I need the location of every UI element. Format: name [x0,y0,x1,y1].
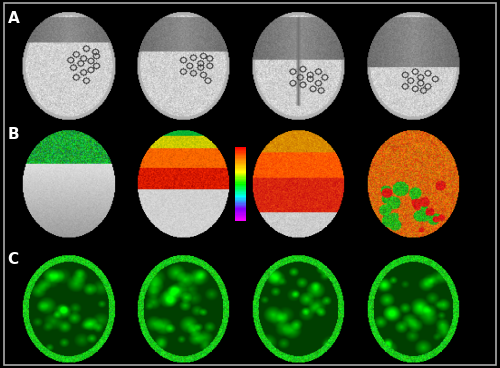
Bar [234,162,246,163]
Bar [234,167,246,169]
Bar [234,165,246,167]
Bar [234,192,246,194]
Text: B: B [8,127,19,142]
Bar [234,156,246,158]
Bar [234,186,246,188]
Bar [234,183,246,184]
Text: A: A [8,11,19,26]
Bar [234,185,246,187]
Bar [234,150,246,152]
Bar [234,198,246,200]
Bar [234,159,246,160]
Bar [234,173,246,174]
Bar [234,169,246,170]
Bar [234,208,246,210]
Bar [234,207,246,209]
Bar [234,166,246,168]
Bar [234,148,246,149]
Text: C: C [8,252,18,267]
Bar [234,180,246,181]
Bar [234,205,246,206]
Bar [234,160,246,162]
Bar [234,171,246,173]
Bar [234,200,246,201]
Bar [234,187,246,189]
Bar [234,158,246,159]
Bar [234,210,246,211]
Bar [234,170,246,171]
Bar [234,164,246,166]
Bar [234,196,246,198]
Bar [234,188,246,190]
Bar [234,194,246,195]
Bar [234,179,246,180]
Bar [234,215,246,216]
Bar [234,149,246,151]
Bar [234,216,246,217]
Bar [234,211,246,212]
Bar [234,152,246,153]
Bar [234,206,246,208]
Bar [234,202,246,204]
Bar [234,197,246,199]
Bar [234,212,246,214]
Bar [234,154,246,156]
Bar [234,201,246,202]
Bar [234,213,246,215]
Bar [234,146,246,148]
Bar [234,174,246,175]
Bar [234,155,246,157]
Bar [234,218,246,220]
Bar [234,181,246,183]
Bar [234,163,246,164]
Bar [234,204,246,205]
Bar [234,190,246,191]
Bar [234,219,246,221]
Bar [234,175,246,177]
Bar [234,176,246,178]
Bar [234,195,246,197]
Bar [234,184,246,185]
Bar [234,191,246,193]
Bar [234,153,246,154]
Bar [234,217,246,219]
Bar [234,177,246,179]
